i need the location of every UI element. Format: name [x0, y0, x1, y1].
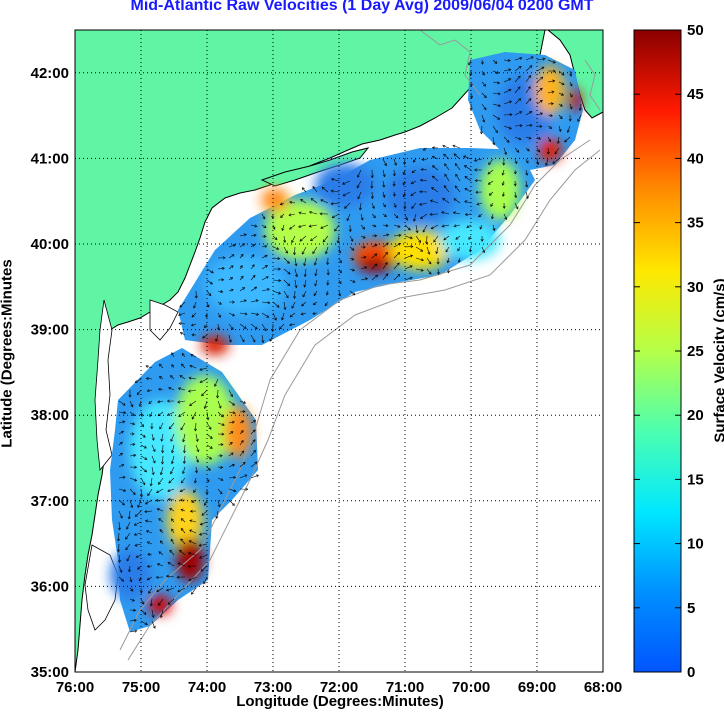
colorbar-tick: 45	[687, 86, 704, 103]
map-title: Mid-Atlantic Raw Velocities (1 Day Avg) …	[130, 0, 594, 14]
x-tick-label: 71:00	[386, 679, 424, 696]
y-tick-label: 38:00	[31, 407, 69, 424]
colorbar-tick: 20	[687, 407, 704, 424]
y-tick-label: 36:00	[31, 578, 69, 595]
x-tick-label: 76:00	[56, 679, 94, 696]
colorbar-tick: 10	[687, 536, 704, 553]
x-axis-label: Longitude (Degrees:Minutes)	[236, 693, 444, 710]
colorbar-tick: 40	[687, 150, 704, 167]
y-tick-labels: 35:00 36:00 37:00 38:00 39:00 40:00 41:00 42:00	[31, 65, 69, 681]
colorbar-tick: 50	[687, 22, 704, 39]
x-tick-label: 68:00	[584, 679, 622, 696]
x-tick-label: 69:00	[518, 679, 556, 696]
y-tick-label: 37:00	[31, 493, 69, 510]
y-tick-label: 42:00	[31, 65, 69, 82]
y-tick-label: 35:00	[31, 664, 69, 681]
x-tick-label: 75:00	[122, 679, 160, 696]
pamlico-sound	[84, 544, 119, 631]
x-tick-label: 74:00	[188, 679, 226, 696]
colorbar-tick: 30	[687, 279, 704, 296]
colorbar	[633, 29, 682, 673]
y-axis-label: Latitude (Degrees:Minutes	[0, 259, 16, 448]
colorbar-tick: 15	[687, 471, 704, 488]
delaware-bay	[149, 299, 179, 341]
colorbar-tick: 5	[687, 600, 695, 617]
grid-lines	[75, 30, 603, 672]
colorbar-tick: 25	[687, 343, 704, 360]
velocity-field	[110, 52, 583, 632]
y-tick-label: 40:00	[31, 236, 69, 253]
colorbar-tick: 0	[687, 664, 695, 681]
colorbar-label: Surface Velocity (cm/s)	[711, 278, 724, 443]
chesapeake-bay	[94, 299, 113, 472]
x-tick-label: 73:00	[254, 679, 292, 696]
y-tick-label: 39:00	[31, 322, 69, 339]
x-tick-labels: 76:00 75:00 74:00 73:00 72:00 71:00 70:00 69:00…	[56, 679, 622, 696]
land-mass	[75, 30, 546, 672]
y-tick-label: 41:00	[31, 150, 69, 167]
x-tick-label: 72:00	[320, 679, 358, 696]
long-island	[260, 147, 370, 187]
x-tick-label: 70:00	[452, 679, 490, 696]
colorbar-tick: 35	[687, 215, 704, 232]
velocity-vectors	[116, 56, 582, 633]
axis-frame	[74, 29, 604, 673]
colorbar-tick-labels: 0 5 10 15 20 25 30 35 40 45 50	[634, 22, 704, 681]
